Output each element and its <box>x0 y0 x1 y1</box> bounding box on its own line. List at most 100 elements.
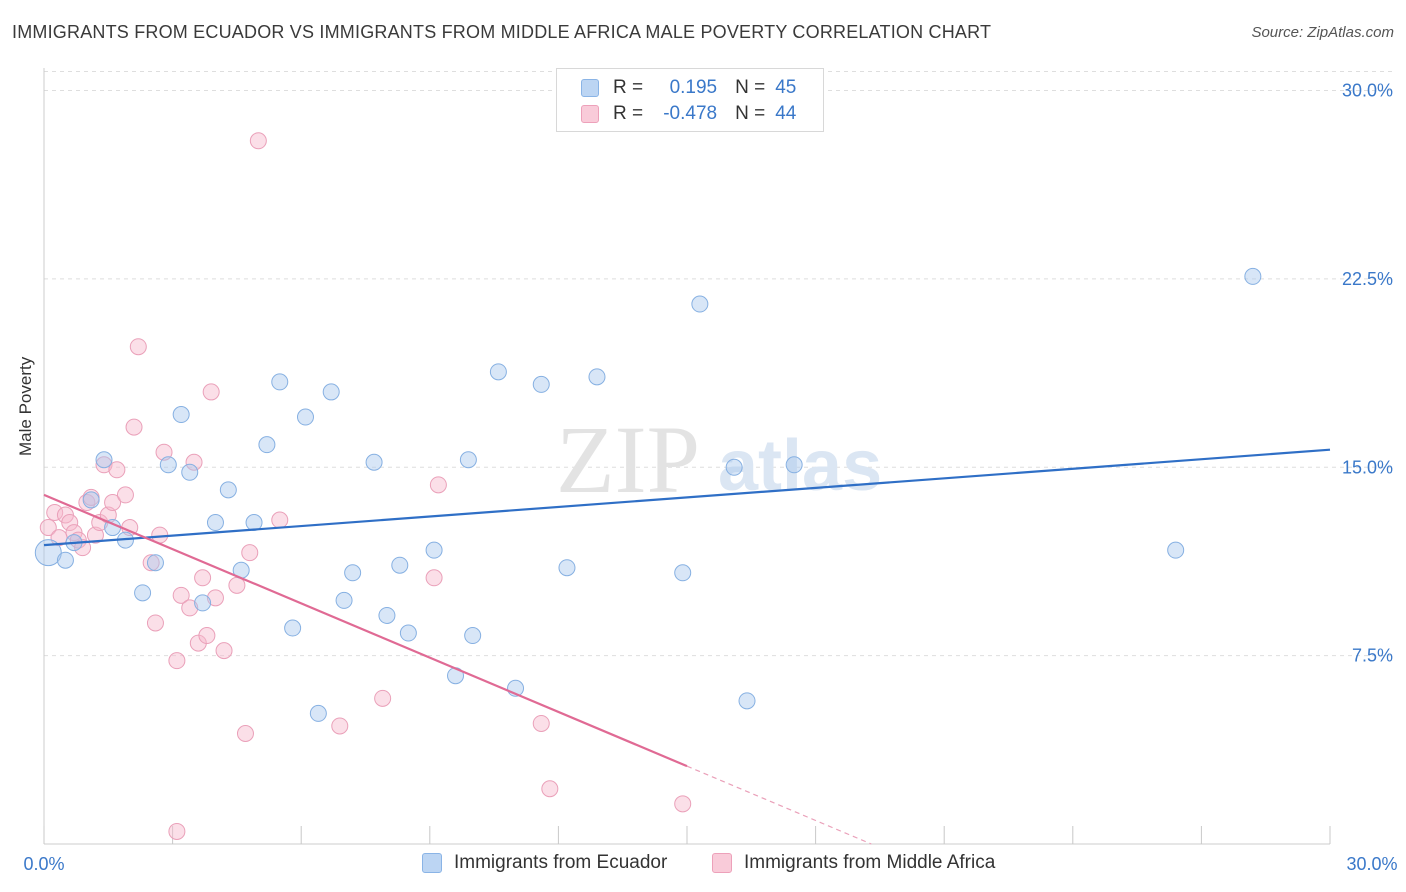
y-axis-label: Male Poverty <box>16 356 35 456</box>
data-point-middle-africa <box>249 132 267 150</box>
correlation-legend: R = 0.195 N = 45 R = -0.478 N = 44 <box>556 68 824 132</box>
trend-line-ecuador <box>43 448 1331 547</box>
data-point-middle-africa <box>95 456 113 474</box>
data-point-middle-africa <box>39 519 57 537</box>
x-tick-label: 0.0% <box>23 854 64 874</box>
data-point-ecuador <box>459 451 477 469</box>
data-point-middle-africa <box>168 652 186 670</box>
data-point-ecuador <box>322 383 340 401</box>
data-point-ecuador <box>785 456 803 474</box>
data-point-ecuador <box>399 624 417 642</box>
data-point-middle-africa <box>155 443 173 461</box>
data-point-ecuador <box>1167 541 1185 559</box>
legend-r-value-middle-africa: -0.478 <box>663 103 718 124</box>
data-point-middle-africa <box>86 526 104 544</box>
series-ecuador-points <box>34 267 1262 722</box>
data-point-ecuador <box>365 453 383 471</box>
legend-r-value-ecuador: 0.195 <box>669 77 718 98</box>
data-point-middle-africa <box>116 486 134 504</box>
axes <box>43 68 1331 845</box>
data-point-ecuador <box>56 551 74 569</box>
data-point-middle-africa <box>374 689 392 707</box>
data-point-ecuador <box>258 436 276 454</box>
legend-row-ecuador: R = 0.195 N = 45 <box>581 76 796 100</box>
data-point-ecuador <box>219 481 237 499</box>
legend-r-label: R = <box>613 103 644 124</box>
data-point-middle-africa <box>104 493 122 511</box>
data-point-ecuador <box>271 373 289 391</box>
data-point-ecuador <box>532 375 550 393</box>
data-point-middle-africa <box>142 554 160 572</box>
data-point-middle-africa <box>271 511 289 529</box>
data-point-ecuador <box>378 606 396 624</box>
data-point-middle-africa <box>429 476 447 494</box>
data-point-middle-africa <box>185 453 203 471</box>
data-point-ecuador <box>674 564 692 582</box>
data-point-ecuador <box>134 584 152 602</box>
data-point-ecuador <box>344 564 362 582</box>
trend-lines <box>43 448 1331 845</box>
data-point-ecuador <box>95 451 113 469</box>
data-point-middle-africa <box>202 383 220 401</box>
data-point-ecuador <box>172 406 190 424</box>
data-point-ecuador <box>146 554 164 572</box>
data-point-middle-africa <box>125 418 143 436</box>
y-tick-label: 7.5% <box>1352 646 1393 666</box>
data-point-middle-africa <box>194 569 212 587</box>
data-point-ecuador <box>309 704 327 722</box>
tick-labels: 7.5% 15.0% 22.5% 30.0% 0.0% 30.0% <box>23 81 1397 874</box>
data-point-ecuador <box>558 559 576 577</box>
data-point-ecuador <box>464 627 482 645</box>
watermark: ZIP atlas <box>556 406 882 513</box>
data-point-middle-africa <box>46 503 64 521</box>
data-point-middle-africa <box>541 780 559 798</box>
data-point-ecuador <box>159 456 177 474</box>
data-point-ecuador <box>489 363 507 381</box>
data-point-middle-africa <box>108 461 126 479</box>
series-middle-africa-points <box>39 132 692 840</box>
data-point-middle-africa <box>206 589 224 607</box>
data-point-ecuador <box>725 458 743 476</box>
data-point-middle-africa <box>172 586 190 604</box>
data-point-ecuador <box>588 368 606 386</box>
data-point-middle-africa <box>129 338 147 356</box>
watermark-zip: ZIP <box>556 406 700 513</box>
bottom-legend-middle-africa: Immigrants from Middle Africa <box>712 852 995 874</box>
x-tick-label: 30.0% <box>1346 854 1397 874</box>
data-point-middle-africa <box>425 569 443 587</box>
bottom-legend-ecuador: Immigrants from Ecuador <box>422 852 667 874</box>
data-point-ecuador <box>296 408 314 426</box>
legend-row-middle-africa: R = -0.478 N = 44 <box>581 102 796 126</box>
data-point-middle-africa <box>198 627 216 645</box>
chart-source: Source: ZipAtlas.com <box>1251 24 1394 41</box>
data-point-middle-africa <box>168 822 186 840</box>
legend-swatch-middle-africa <box>581 105 599 123</box>
bottom-legend-label-ecuador: Immigrants from Ecuador <box>454 852 668 873</box>
legend-n-label: N = <box>735 103 766 124</box>
legend-n-label: N = <box>735 77 766 98</box>
legend-n-value-middle-africa: 44 <box>775 103 797 124</box>
data-point-middle-africa <box>61 514 79 532</box>
legend-swatch-ecuador <box>581 79 599 97</box>
data-point-ecuador <box>82 491 100 509</box>
data-point-ecuador <box>738 692 756 710</box>
data-point-ecuador <box>181 463 199 481</box>
legend-r-label: R = <box>613 77 644 98</box>
data-point-ecuador <box>391 556 409 574</box>
data-point-ecuador <box>194 594 212 612</box>
data-point-middle-africa <box>532 714 550 732</box>
trend-line-middle-africa <box>43 493 688 768</box>
data-point-ecuador <box>425 541 443 559</box>
data-point-ecuador <box>206 514 224 532</box>
legend-n-value-ecuador: 45 <box>775 77 797 98</box>
y-tick-label: 15.0% <box>1342 457 1393 477</box>
trend-line-middle-africa-extension <box>686 765 872 845</box>
bottom-legend-swatch-ecuador <box>422 853 442 873</box>
data-point-ecuador <box>284 619 302 637</box>
data-point-middle-africa <box>331 717 349 735</box>
data-point-ecuador <box>335 591 353 609</box>
data-point-middle-africa <box>674 795 692 813</box>
bottom-legend-swatch-middle-africa <box>712 853 732 873</box>
data-point-middle-africa <box>236 724 254 742</box>
